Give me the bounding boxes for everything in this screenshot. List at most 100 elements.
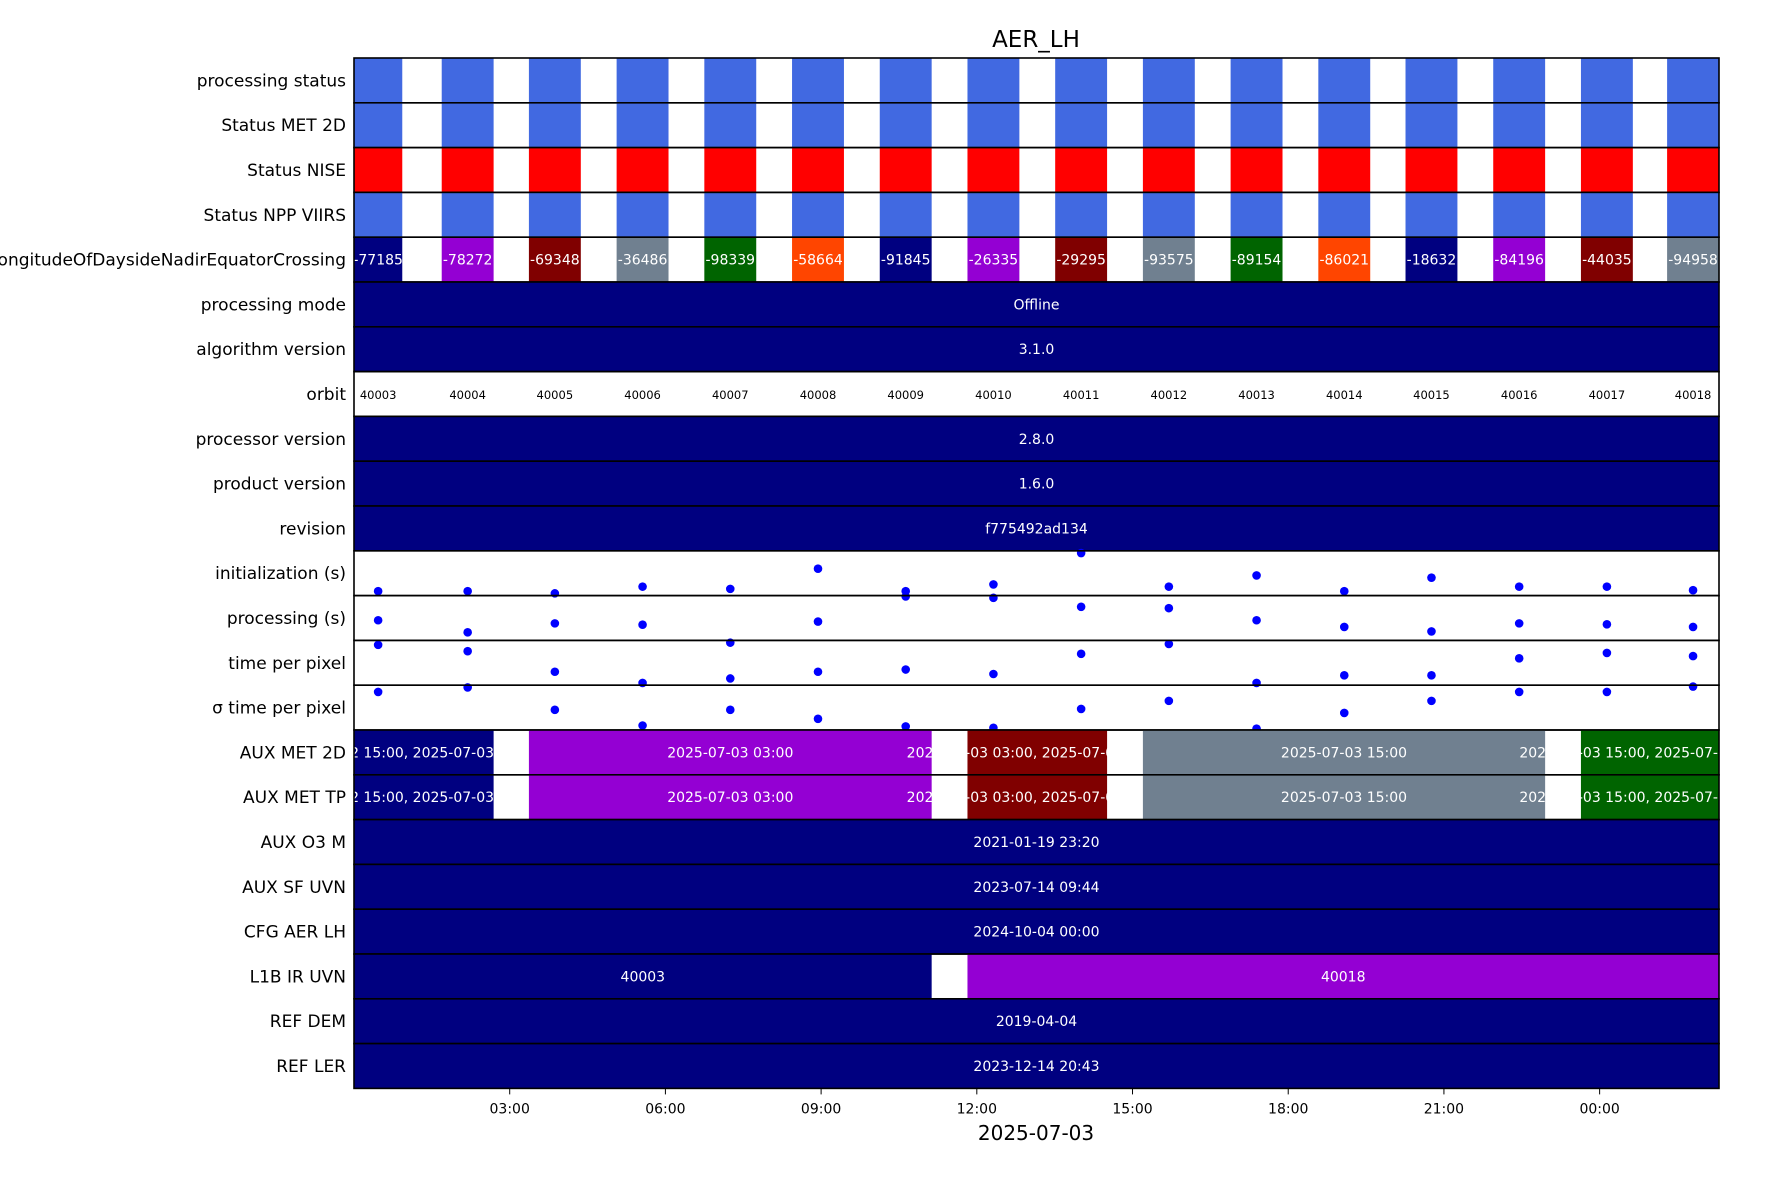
data-point — [1339, 708, 1349, 718]
orbit-label: 40005 — [537, 388, 574, 402]
orbit-label: 40007 — [712, 388, 749, 402]
span-label: 2023-12-14 20:43 — [973, 1059, 1099, 1075]
data-point — [1252, 615, 1261, 625]
data-point — [1339, 671, 1349, 680]
segment-bar — [354, 730, 494, 775]
row-11 — [373, 548, 1698, 603]
status-bar — [616, 102, 669, 148]
data-point — [1602, 687, 1612, 697]
row-label: time per pixel — [228, 654, 346, 674]
data-point — [638, 582, 647, 591]
data-point — [813, 714, 823, 724]
crossing-label: -18632 — [1407, 253, 1457, 269]
segment-label: 2025-07-02 15:00, 2025-07-03 03:00 — [278, 745, 539, 761]
crossing-bar — [1493, 237, 1546, 282]
status-bar — [528, 58, 581, 103]
row-2 — [354, 147, 1719, 193]
orbit-label: 40008 — [800, 388, 837, 402]
status-bar — [354, 58, 403, 103]
segment-bar — [528, 730, 932, 775]
segment-bar — [967, 730, 1108, 775]
crossing-label: -86021 — [1319, 253, 1369, 269]
row-label: processing (s) — [227, 609, 346, 629]
x-tick-label: 21:00 — [1424, 1101, 1464, 1117]
status-bar — [528, 147, 581, 193]
row-label: revision — [279, 519, 346, 539]
status-bar — [792, 102, 844, 148]
segment-label: 2025-07-03 03:00, 2025-07-03 15:00 — [907, 790, 1168, 806]
x-axis: 03:00 06:00 09:00 12:00 15:00 18:00 21:00 00:00 — [490, 1088, 1620, 1117]
row-10: f775492ad134 — [354, 506, 1719, 551]
data-point — [1076, 602, 1086, 612]
row-9: 1.6.0 — [354, 461, 1719, 506]
data-point — [463, 628, 472, 637]
segment-bar — [528, 774, 932, 820]
status-bar — [1230, 147, 1283, 193]
crossing-bar — [1230, 237, 1283, 282]
data-point — [1514, 619, 1524, 628]
segment-bar — [354, 774, 494, 820]
row-label: processing status — [197, 71, 346, 91]
data-point — [901, 665, 911, 674]
row-16: 2025-07-02 15:00, 2025-07-03 03:00 2025-0… — [278, 774, 1771, 820]
status-bar — [616, 192, 669, 238]
span-bar — [354, 416, 1719, 462]
crossing-bar — [1580, 237, 1633, 282]
crossing-bar — [1142, 237, 1195, 282]
x-tick-label: 00:00 — [1579, 1101, 1619, 1117]
orbit-label: 40009 — [887, 388, 924, 402]
span-label: 2024-10-04 00:00 — [973, 925, 1099, 941]
span-bar — [354, 461, 1719, 506]
segment-bar — [967, 774, 1108, 820]
data-point — [1688, 682, 1698, 691]
data-point — [901, 722, 911, 731]
orbit-label: 40013 — [1238, 388, 1275, 402]
status-bar — [1142, 192, 1195, 238]
chart-title: AER_LH — [992, 27, 1080, 53]
x-tick-label: 15:00 — [1112, 1101, 1152, 1117]
data-point — [1602, 648, 1612, 658]
span-bar — [354, 864, 1719, 910]
data-point — [1252, 571, 1261, 580]
row-border — [353, 594, 1720, 642]
span-bar — [354, 1043, 1719, 1089]
orbit-label: 40012 — [1151, 388, 1188, 402]
row-label: REF LER — [276, 1057, 346, 1077]
row-label: Status MET 2D — [221, 116, 346, 136]
x-tick-label: 12:00 — [957, 1101, 997, 1117]
row-label: REF DEM — [270, 1012, 346, 1032]
row-18: 2023-07-14 09:44 — [354, 864, 1719, 910]
row-8: 2.8.0 — [354, 416, 1719, 462]
x-tick-label: 09:00 — [801, 1101, 841, 1117]
data-point — [373, 640, 383, 650]
span-bar — [354, 506, 1719, 551]
status-bar — [354, 147, 403, 193]
crossing-bar — [792, 237, 844, 282]
orbit-label: 40006 — [624, 388, 661, 402]
row-5: Offline — [354, 282, 1719, 327]
status-bar — [792, 58, 844, 103]
segment-label: 2025-07-03 15:00, 2025-07-04 03:00 — [1519, 790, 1771, 806]
data-point — [989, 580, 998, 589]
status-bar — [1580, 102, 1633, 148]
segment-label: 2025-07-03 03:00 — [667, 790, 793, 806]
segment-label: 40003 — [621, 969, 666, 985]
data-point — [373, 687, 383, 697]
row-label: product version — [213, 475, 346, 495]
row-label: AUX MET TP — [243, 788, 346, 808]
data-point — [463, 586, 472, 596]
status-bar — [704, 192, 757, 238]
crossing-bar — [441, 237, 494, 282]
data-point — [1427, 573, 1436, 582]
row-label: AUX SF UVN — [242, 878, 346, 898]
span-bar — [354, 282, 1719, 327]
status-bar — [1230, 102, 1283, 148]
data-point — [1602, 582, 1612, 591]
data-point — [901, 592, 911, 601]
data-point — [1076, 649, 1086, 659]
data-point — [1427, 696, 1436, 706]
span-label: 3.1.0 — [1019, 342, 1055, 358]
status-bar — [967, 147, 1020, 193]
x-tick-label: 03:00 — [490, 1101, 530, 1117]
segment-label: 2025-07-02 15:00, 2025-07-03 03:00 — [278, 790, 539, 806]
